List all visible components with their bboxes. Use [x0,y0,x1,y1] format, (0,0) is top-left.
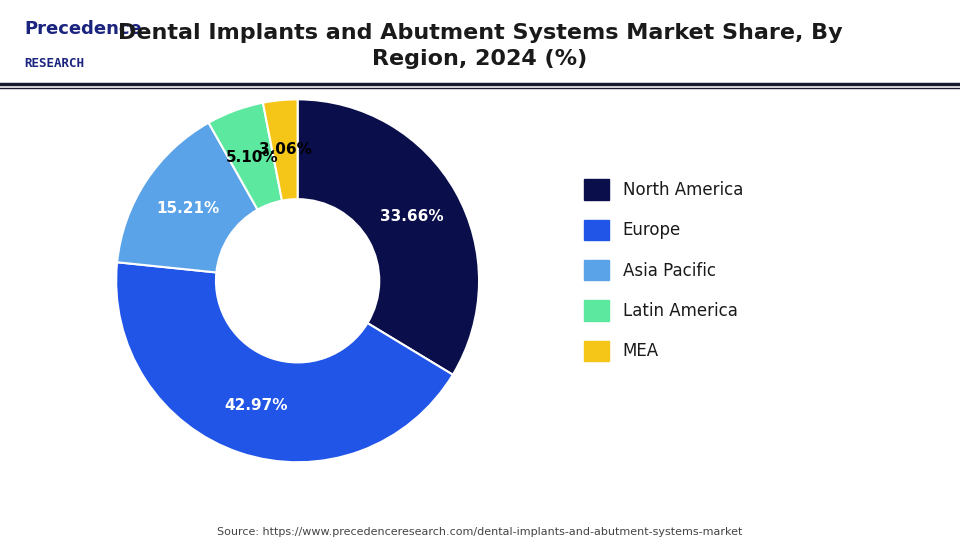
Wedge shape [117,123,257,273]
Wedge shape [298,99,479,375]
Text: Dental Implants and Abutment Systems Market Share, By
Region, 2024 (%): Dental Implants and Abutment Systems Mar… [118,23,842,69]
Wedge shape [208,103,282,210]
Wedge shape [263,99,298,201]
Legend: North America, Europe, Asia Pacific, Latin America, MEA: North America, Europe, Asia Pacific, Lat… [585,179,743,361]
Text: Precedence: Precedence [24,20,142,38]
Text: 33.66%: 33.66% [380,208,444,224]
Text: 15.21%: 15.21% [156,201,219,216]
Text: 5.10%: 5.10% [226,150,278,165]
Text: 42.97%: 42.97% [224,398,288,413]
Text: 3.06%: 3.06% [258,143,311,157]
Text: Source: https://www.precedenceresearch.com/dental-implants-and-abutment-systems-: Source: https://www.precedenceresearch.c… [217,527,743,537]
Wedge shape [116,262,453,462]
Text: RESEARCH: RESEARCH [24,57,84,70]
